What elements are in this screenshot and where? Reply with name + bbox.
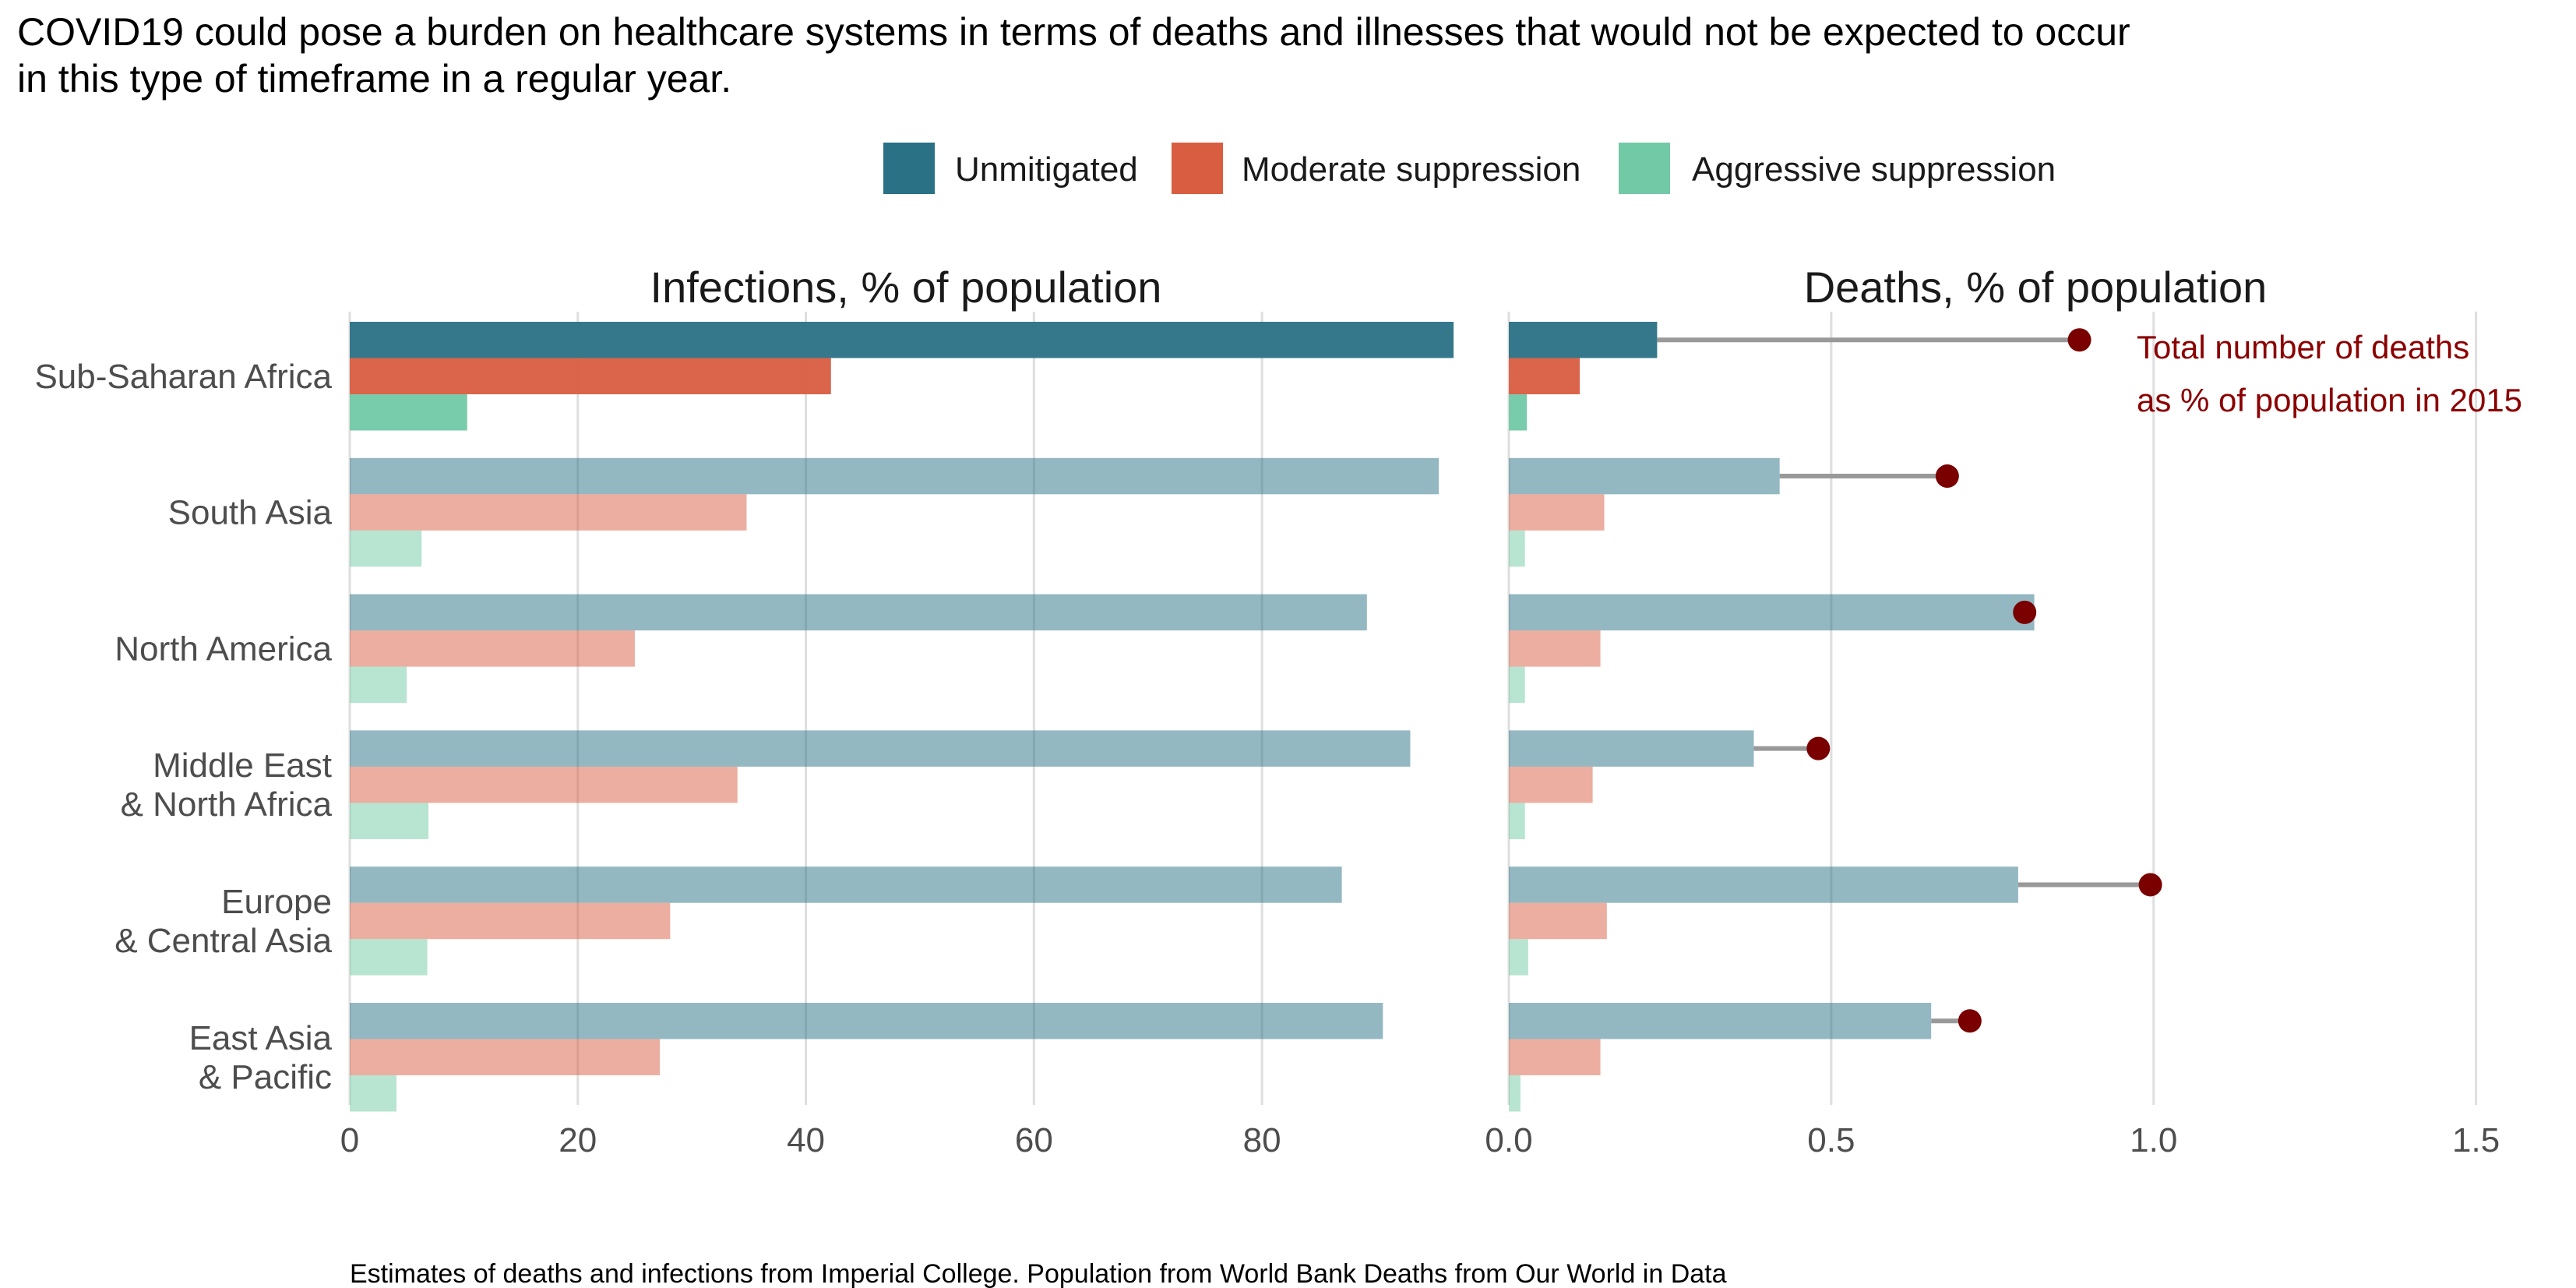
bar-aggressive-middle-east-north-africa [350, 803, 429, 839]
title-line-2: in this type of timeframe in a regular y… [17, 57, 731, 101]
bar-moderate-south-asia [350, 494, 747, 531]
bar-aggressive-south-asia [1509, 530, 1525, 567]
panel-deaths: Deaths, % of population 0.0 0.5 1.0 1.5 Tot… [1485, 263, 2522, 1159]
category-label-south-asia: South Asia [168, 494, 333, 532]
bar-aggressive-east-asia-pacific [350, 1075, 397, 1112]
x-tick-label: 0 [340, 1121, 359, 1159]
annotation-line-2: as % of population in 2015 [2137, 382, 2522, 418]
chart-title: COVID19 could pose a burden on healthcar… [17, 10, 2130, 101]
category-label-sub-saharan-africa: Sub-Saharan Africa [34, 358, 332, 396]
panel-title-deaths: Deaths, % of population [1804, 263, 2268, 312]
bar-unmitigated-sub-saharan-africa [350, 322, 1454, 358]
bar-unmitigated-sub-saharan-africa [1509, 322, 1658, 358]
legend-swatch-moderate [1172, 143, 1223, 194]
legend-swatch-aggressive [1619, 143, 1670, 194]
bar-aggressive-europe-central-asia [350, 939, 428, 976]
legend-label-unmitigated: Unmitigated [955, 150, 1138, 189]
bar-unmitigated-south-asia [1509, 457, 1780, 495]
bar-aggressive-middle-east-north-africa [1509, 803, 1525, 839]
bar-unmitigated-north-america [350, 594, 1367, 631]
legend-label-moderate: Moderate suppression [1242, 150, 1580, 189]
bar-unmitigated-east-asia-pacific [1509, 1003, 1932, 1039]
x-tick-label: 1.5 [2452, 1121, 2500, 1159]
bar-unmitigated-europe-central-asia [350, 866, 1342, 903]
bar-moderate-north-america [1509, 630, 1601, 667]
x-tick-label: 0.5 [1807, 1121, 1855, 1159]
panel-infections: Infections, % of population 0 20 40 60 80 [340, 263, 1454, 1159]
title-line-1: COVID19 could pose a burden on healthcar… [17, 10, 2130, 54]
bar-aggressive-sub-saharan-africa [1509, 394, 1528, 431]
total-deaths-point-sub-saharan-africa [2067, 328, 2091, 352]
total-deaths-point-east-asia-pacific [1958, 1009, 1982, 1033]
bar-moderate-north-america [350, 630, 635, 667]
total-deaths-point-middle-east-north-africa [1806, 736, 1831, 760]
x-tick-label: 20 [559, 1121, 597, 1159]
category-label-north-america: North America [115, 630, 332, 668]
legend-label-aggressive: Aggressive suppression [1692, 150, 2056, 189]
bar-unmitigated-south-asia [350, 457, 1440, 495]
total-deaths-point-north-america [2013, 600, 2037, 624]
bar-moderate-east-asia-pacific [1509, 1039, 1601, 1075]
bar-unmitigated-europe-central-asia [1509, 866, 2018, 903]
category-label-europe-central-asia: Europe & Central Asia [115, 883, 332, 960]
deaths-gridlines [1507, 312, 2478, 1105]
x-tick-label: 80 [1243, 1121, 1281, 1159]
bar-unmitigated-north-america [1509, 594, 2035, 631]
bar-unmitigated-middle-east-north-africa [350, 730, 1411, 767]
bar-moderate-sub-saharan-africa [350, 358, 831, 394]
bar-aggressive-europe-central-asia [1509, 939, 1528, 976]
infections-gridlines [348, 312, 1263, 1105]
bar-aggressive-sub-saharan-africa [350, 394, 467, 431]
legend: Unmitigated Moderate suppression Aggress… [883, 143, 2056, 194]
chart-caption: Estimates of deaths and infections from … [350, 1259, 1727, 1288]
infections-x-axis: 0 20 40 60 80 [340, 1121, 1281, 1159]
bar-aggressive-north-america [1509, 666, 1525, 704]
deaths-bars [1509, 322, 2035, 1112]
bar-moderate-europe-central-asia [1509, 902, 1607, 940]
bar-moderate-middle-east-north-africa [350, 766, 738, 803]
deaths-total-2015-markers [1657, 328, 2162, 1033]
x-tick-label: 1.0 [2130, 1121, 2177, 1159]
bar-moderate-europe-central-asia [350, 902, 671, 940]
x-tick-label: 60 [1015, 1121, 1053, 1159]
bar-moderate-south-asia [1509, 494, 1605, 531]
category-label-east-asia-pacific: East Asia & Pacific [189, 1019, 333, 1096]
x-tick-label: 0.0 [1485, 1121, 1532, 1159]
total-deaths-point-south-asia [1935, 464, 1959, 489]
bar-aggressive-south-asia [350, 530, 422, 567]
bar-unmitigated-middle-east-north-africa [1509, 730, 1754, 767]
bar-aggressive-north-america [350, 666, 407, 704]
panel-title-infections: Infections, % of population [650, 263, 1162, 312]
bar-moderate-middle-east-north-africa [1509, 766, 1593, 803]
infections-bars [350, 322, 1454, 1112]
total-deaths-point-europe-central-asia [2138, 873, 2162, 897]
x-tick-label: 40 [787, 1121, 825, 1159]
bar-aggressive-east-asia-pacific [1509, 1075, 1521, 1112]
annotation-line-1: Total number of deaths [2137, 329, 2469, 365]
deaths-x-axis: 0.0 0.5 1.0 1.5 [1485, 1121, 2500, 1159]
bar-unmitigated-east-asia-pacific [350, 1003, 1383, 1039]
category-label-middle-east-north-africa: Middle East & North Africa [121, 746, 333, 824]
legend-swatch-unmitigated [883, 143, 935, 194]
category-axis: Sub-Saharan Africa South Asia North Americ… [34, 358, 332, 1096]
bar-moderate-east-asia-pacific [350, 1039, 661, 1075]
bar-moderate-sub-saharan-africa [1509, 358, 1580, 394]
